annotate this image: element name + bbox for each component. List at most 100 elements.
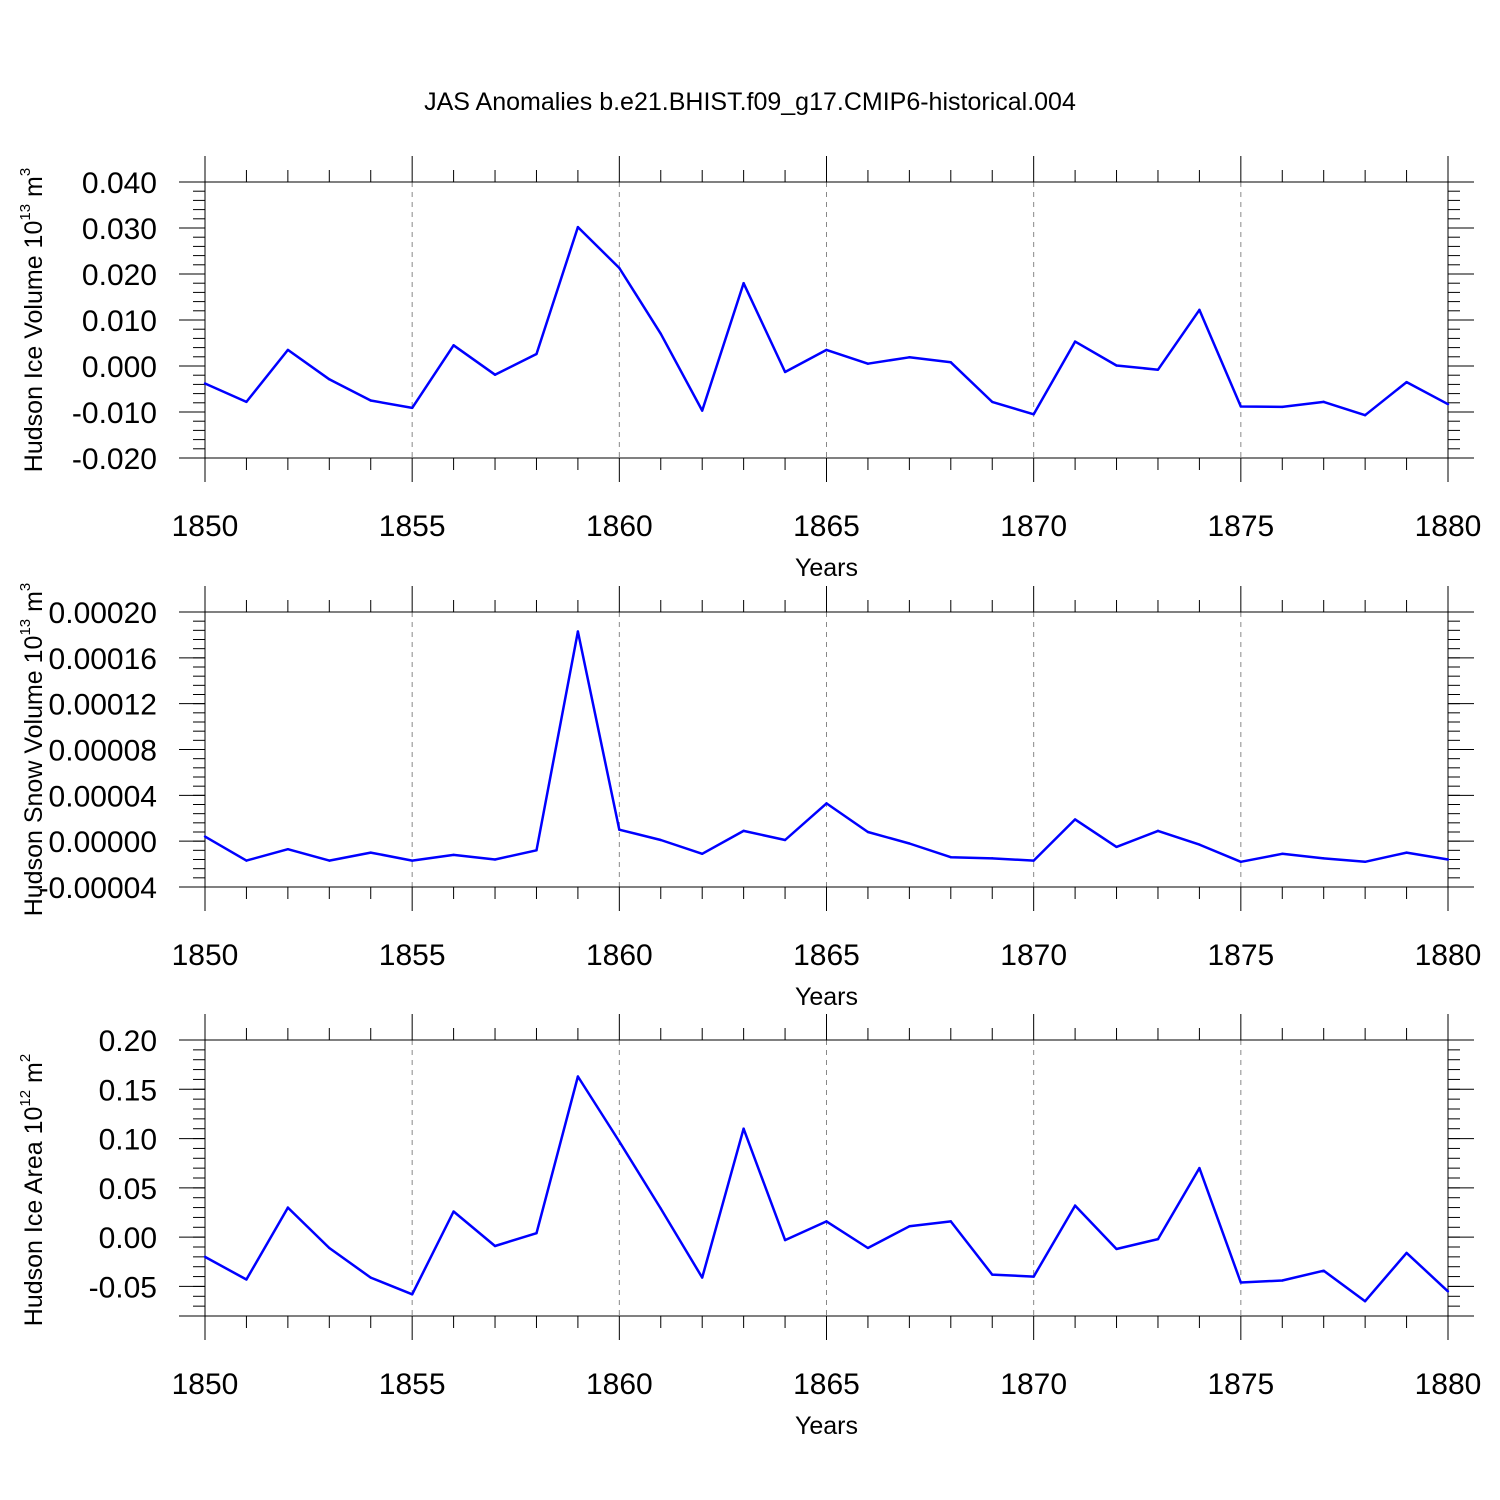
data-point bbox=[1446, 402, 1450, 406]
y-tick-label: -0.05 bbox=[89, 1271, 157, 1304]
data-point bbox=[908, 356, 911, 359]
data-point bbox=[493, 858, 497, 861]
data-point bbox=[1405, 1251, 1408, 1255]
data-point bbox=[1115, 845, 1118, 849]
y-tick-label: 0.00012 bbox=[49, 689, 157, 722]
data-point bbox=[866, 1246, 870, 1250]
y-tick-label: 0.05 bbox=[99, 1173, 157, 1206]
data-point bbox=[1281, 852, 1284, 855]
data-point bbox=[369, 851, 372, 854]
data-point bbox=[245, 400, 248, 404]
y-tick-label: 0.00004 bbox=[49, 780, 157, 813]
data-point bbox=[1073, 340, 1077, 343]
data-point bbox=[783, 1238, 787, 1242]
data-point bbox=[1032, 1275, 1035, 1278]
y-axis-title: Hudson Ice Volume 1013 m3 bbox=[17, 168, 48, 472]
data-point bbox=[949, 361, 952, 364]
data-point bbox=[618, 1140, 621, 1143]
y-tick-label: 0.030 bbox=[82, 213, 157, 246]
data-point bbox=[535, 352, 538, 356]
y-axis-title: Hudson Ice Area 1012 m2 bbox=[17, 1054, 48, 1326]
data-point bbox=[410, 406, 414, 410]
data-point bbox=[410, 1293, 414, 1296]
data-point bbox=[825, 802, 828, 805]
y-axis-title: Hudson Snow Volume 1013 m3 bbox=[17, 583, 48, 917]
panel-2: 1850 1855 1860 1865 1870 1875 1880 -0.00004 0.00… bbox=[17, 583, 1481, 1011]
y-tick-label: 0.00000 bbox=[49, 826, 157, 859]
x-axis-title: Years bbox=[795, 983, 858, 1011]
data-point bbox=[742, 282, 745, 285]
data-point bbox=[410, 859, 414, 862]
data-point bbox=[659, 1207, 662, 1210]
data-point bbox=[783, 838, 787, 842]
data-point bbox=[618, 828, 621, 831]
y-axis-title-exponent: 13 bbox=[17, 204, 34, 221]
data-point bbox=[328, 1246, 331, 1250]
x-tick-label: 1865 bbox=[793, 939, 860, 972]
x-axis-title: Years bbox=[795, 1412, 858, 1440]
data-point bbox=[452, 344, 455, 347]
y-tick-label: 0.00 bbox=[99, 1222, 157, 1255]
data-point bbox=[1115, 364, 1118, 367]
y-axis-title-text: Hudson Ice Area 10 bbox=[20, 1107, 48, 1327]
data-point bbox=[245, 859, 248, 862]
data-point bbox=[742, 1127, 745, 1130]
data-point bbox=[659, 838, 662, 842]
x-axis-title: Years bbox=[795, 554, 858, 582]
data-point bbox=[701, 409, 704, 412]
y-axis-title-unit: m bbox=[20, 591, 48, 619]
data-point bbox=[1363, 860, 1367, 863]
data-point bbox=[535, 1232, 538, 1235]
data-point bbox=[203, 382, 207, 385]
y-tick-label: 0.000 bbox=[82, 351, 157, 384]
y-tick-label: 0.00016 bbox=[49, 643, 157, 676]
x-tick-label: 1850 bbox=[172, 1368, 239, 1401]
y-tick-label: 0.20 bbox=[99, 1025, 157, 1058]
data-point bbox=[1281, 1279, 1284, 1282]
data-point bbox=[1405, 380, 1408, 384]
data-point bbox=[908, 842, 911, 845]
x-tick-label: 1875 bbox=[1207, 939, 1274, 972]
data-point bbox=[825, 1220, 828, 1223]
x-tick-label: 1870 bbox=[1000, 510, 1067, 543]
x-tick-label: 1880 bbox=[1415, 510, 1482, 543]
y-tick-label: 0.00020 bbox=[49, 597, 157, 630]
data-point bbox=[1156, 368, 1160, 371]
data-point bbox=[369, 1276, 372, 1279]
data-point bbox=[1156, 829, 1160, 833]
chart-title: JAS Anomalies b.e21.BHIST.f09_g17.CMIP6-… bbox=[424, 88, 1076, 116]
y-tick-label: 0.10 bbox=[99, 1124, 157, 1157]
data-point bbox=[1073, 818, 1077, 821]
data-point bbox=[1239, 1281, 1243, 1284]
data-point bbox=[908, 1225, 911, 1228]
data-point bbox=[1198, 843, 1201, 846]
x-tick-label: 1850 bbox=[172, 939, 239, 972]
data-point bbox=[203, 1255, 207, 1259]
data-point bbox=[1198, 1166, 1201, 1170]
x-tick-label: 1855 bbox=[379, 510, 446, 543]
x-tick-label: 1880 bbox=[1415, 1368, 1482, 1401]
data-point bbox=[1446, 1290, 1450, 1293]
y-axis-title-text: Hudson Snow Volume 10 bbox=[20, 636, 48, 917]
x-tick-label: 1880 bbox=[1415, 939, 1482, 972]
data-point bbox=[618, 266, 621, 270]
y-axis-title-unit: m bbox=[20, 1062, 48, 1090]
data-point bbox=[328, 378, 331, 381]
x-tick-label: 1850 bbox=[172, 510, 239, 543]
data-point bbox=[1156, 1237, 1160, 1241]
data-point bbox=[1032, 859, 1035, 862]
data-point bbox=[286, 348, 290, 352]
data-point bbox=[535, 849, 538, 852]
data-point bbox=[991, 857, 994, 860]
y-tick-label: 0.15 bbox=[99, 1074, 157, 1107]
y-axis-title-exponent: 13 bbox=[17, 619, 34, 636]
x-tick-label: 1870 bbox=[1000, 1368, 1067, 1401]
data-point bbox=[1322, 1269, 1325, 1272]
y-tick-label: 0.010 bbox=[82, 305, 157, 338]
data-point bbox=[701, 1276, 704, 1279]
x-tick-label: 1865 bbox=[793, 510, 860, 543]
y-tick-label: 0.020 bbox=[82, 259, 157, 292]
data-point bbox=[1239, 860, 1243, 863]
y-tick-label: -0.020 bbox=[72, 443, 157, 476]
